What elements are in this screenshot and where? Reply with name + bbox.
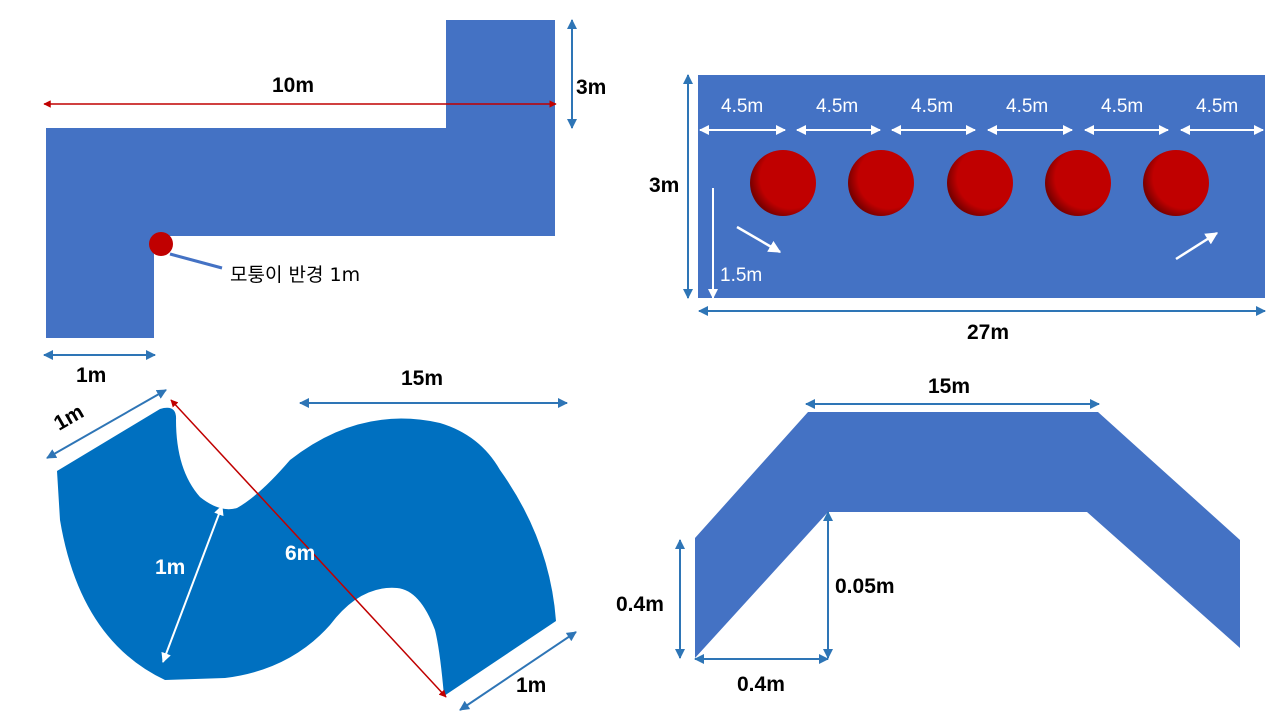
spacing-label: 4.5m bbox=[1196, 96, 1238, 117]
trap-base-label: 0.4m bbox=[737, 673, 785, 696]
s-span-label: 15m bbox=[401, 367, 443, 390]
hole-circle bbox=[750, 150, 816, 216]
s-bottom-width-label: 1m bbox=[516, 674, 546, 697]
trap-left-height-label: 0.4m bbox=[616, 593, 664, 616]
s-diagonal-dimension bbox=[170, 399, 447, 698]
spacing-label: 4.5m bbox=[1006, 96, 1048, 117]
trap-top-label: 15m bbox=[928, 375, 970, 398]
trapezoid-body bbox=[695, 412, 1240, 658]
hole-circle bbox=[848, 150, 914, 216]
trapezoid-group: 15m 0.4m 0.05m 0.4m bbox=[616, 375, 1240, 696]
s-bottom-width-dimension bbox=[459, 631, 577, 711]
corner-note-label: 모퉁이 반경 1m bbox=[230, 264, 360, 286]
hole-offset-label: 1.5m bbox=[720, 265, 762, 286]
spacing-label: 4.5m bbox=[911, 96, 953, 117]
plate-height-label: 3m bbox=[649, 174, 679, 197]
s-top-width-dimension bbox=[46, 389, 167, 459]
hole-plate-group: 3m 27m 4.5m 4.5m 4.5m 4.5m 4.5m 4.5m 1.5… bbox=[649, 74, 1266, 344]
s-inner-label: 1m bbox=[155, 556, 185, 579]
spacing-label: 4.5m bbox=[721, 96, 763, 117]
hole-circle bbox=[1143, 150, 1209, 216]
corner-radius-dot bbox=[149, 232, 173, 256]
corner-leader-line bbox=[169, 252, 223, 270]
s-diagonal-label: 6m bbox=[285, 542, 315, 565]
spacing-label: 4.5m bbox=[816, 96, 858, 117]
hole-circle bbox=[1045, 150, 1111, 216]
trap-inner-height-label: 0.05m bbox=[835, 575, 895, 598]
plate-length-label: 27m bbox=[967, 321, 1009, 344]
l-height-label: 3m bbox=[576, 76, 606, 99]
pointer-arrow-left bbox=[736, 225, 782, 254]
s-shape-group: 1m 15m 6m 1m 1m bbox=[46, 367, 577, 711]
l-shape-body bbox=[46, 20, 555, 338]
hole-circle bbox=[947, 150, 1013, 216]
s-inner-dimension bbox=[161, 505, 224, 663]
l-shape-group: 10m 3m 1m 모퉁이 반경 1m bbox=[43, 19, 606, 387]
s-top-width-label: 1m bbox=[50, 400, 88, 435]
l-length-label: 10m bbox=[272, 74, 314, 97]
pointer-arrow-right bbox=[1175, 231, 1219, 261]
l-width-label: 1m bbox=[76, 364, 106, 387]
spacing-label: 4.5m bbox=[1101, 96, 1143, 117]
